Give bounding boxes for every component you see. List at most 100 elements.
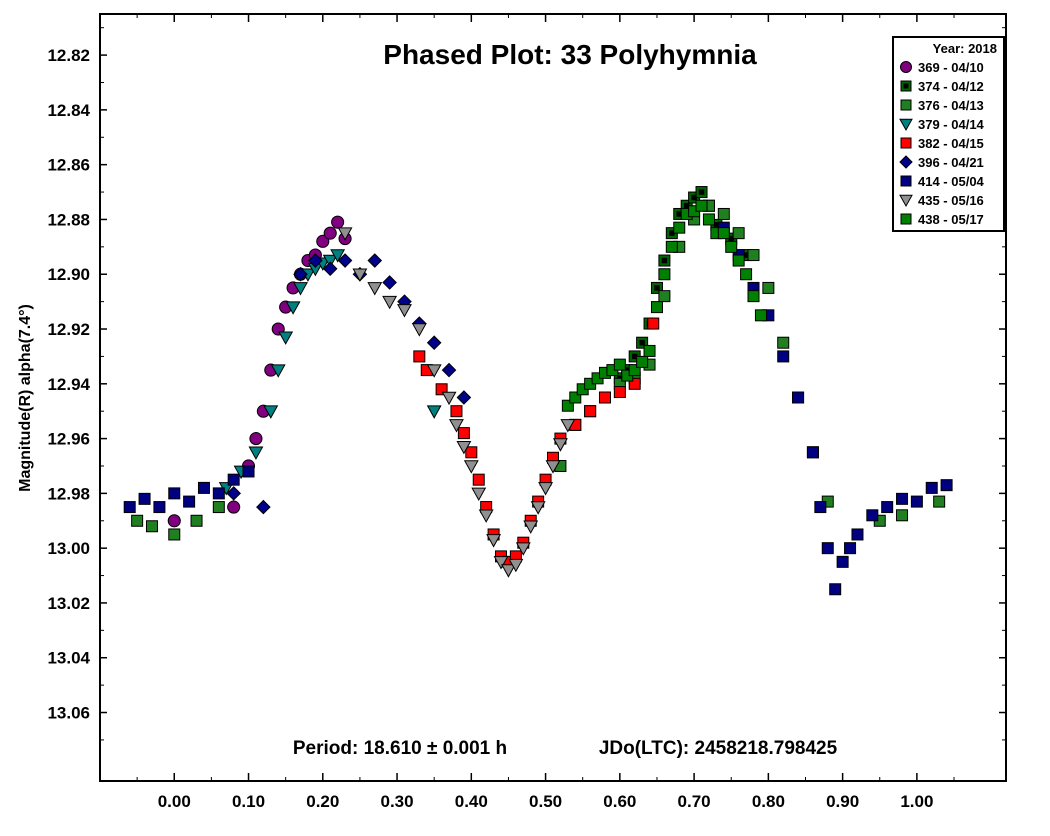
data-point-inner bbox=[683, 203, 690, 209]
data-point bbox=[493, 556, 509, 570]
data-point bbox=[256, 499, 271, 515]
x-tick-label: 0.00 bbox=[158, 792, 191, 811]
legend-marker bbox=[899, 155, 913, 169]
data-point bbox=[896, 509, 909, 522]
data-point bbox=[844, 542, 857, 555]
data-point bbox=[308, 253, 323, 268]
data-point bbox=[732, 227, 745, 240]
series-8 bbox=[337, 227, 576, 578]
period-annotation: Period: 18.610 ± 0.001 h bbox=[293, 738, 507, 759]
data-point bbox=[367, 282, 383, 296]
data-point bbox=[896, 492, 909, 505]
data-point bbox=[190, 514, 203, 527]
series-3 bbox=[131, 199, 946, 541]
y-tick-label: 12.88 bbox=[47, 210, 90, 229]
y-tick-label: 12.96 bbox=[47, 430, 90, 449]
legend-entry: 396 - 04/21 bbox=[918, 155, 984, 170]
data-point bbox=[552, 438, 568, 452]
data-point bbox=[382, 295, 398, 310]
plot-frame bbox=[99, 13, 1007, 782]
x-tick-label: 1.00 bbox=[900, 792, 933, 811]
series-6 bbox=[226, 253, 472, 515]
data-point bbox=[450, 405, 463, 418]
data-point-inner bbox=[728, 235, 734, 242]
data-point bbox=[426, 335, 442, 351]
data-point bbox=[584, 405, 597, 418]
data-point bbox=[717, 207, 730, 220]
data-point bbox=[933, 495, 946, 508]
data-point bbox=[762, 281, 775, 294]
data-point bbox=[673, 221, 686, 234]
data-point bbox=[702, 213, 715, 226]
data-point bbox=[248, 446, 264, 460]
data-point bbox=[471, 487, 487, 502]
y-tick-label: 12.98 bbox=[47, 484, 90, 503]
legend-entry: 382 - 04/15 bbox=[918, 136, 984, 151]
data-point bbox=[449, 419, 464, 433]
data-point bbox=[500, 564, 516, 578]
x-axis-ticks: 0.00 0.10 0.20 0.30 0.40 0.50 0.60 0.70 0.80 0.90… bbox=[136, 14, 955, 811]
x-tick-label: 0.20 bbox=[306, 792, 339, 811]
data-point bbox=[263, 405, 279, 419]
y-tick-label: 13.06 bbox=[47, 704, 90, 723]
data-point bbox=[545, 460, 561, 474]
data-point bbox=[560, 419, 576, 433]
data-point bbox=[569, 391, 582, 404]
data-point bbox=[695, 199, 708, 212]
legend-title: Year: 2018 bbox=[933, 41, 997, 56]
x-tick-label: 0.50 bbox=[529, 792, 562, 811]
data-point bbox=[628, 377, 641, 390]
data-point bbox=[457, 427, 470, 440]
data-point bbox=[814, 501, 827, 514]
data-point bbox=[168, 528, 181, 541]
data-point bbox=[647, 317, 660, 330]
data-point bbox=[732, 254, 745, 267]
data-point bbox=[456, 390, 472, 405]
data-point bbox=[367, 253, 383, 268]
data-point bbox=[330, 249, 346, 263]
data-point bbox=[323, 226, 337, 240]
data-point bbox=[212, 501, 225, 514]
x-tick-label: 0.70 bbox=[678, 792, 711, 811]
y-axis-label: Magnitude(R) alpha(7.4°) bbox=[17, 304, 34, 492]
data-point bbox=[131, 514, 144, 527]
data-point bbox=[792, 391, 805, 404]
data-point bbox=[316, 234, 330, 248]
data-point bbox=[613, 358, 626, 371]
y-axis-ticks: 12.82 12.84 12.86 12.88 12.90 12.92 12.94 12.96… bbox=[47, 27, 1006, 741]
data-point bbox=[777, 336, 790, 349]
data-point bbox=[270, 364, 286, 378]
data-point bbox=[227, 473, 240, 486]
data-point bbox=[851, 528, 864, 541]
data-point bbox=[153, 501, 166, 514]
data-point bbox=[881, 501, 894, 514]
data-point bbox=[138, 492, 151, 505]
data-point bbox=[426, 364, 442, 378]
y-tick-label: 12.94 bbox=[47, 375, 90, 394]
data-point bbox=[486, 534, 502, 548]
series-7 bbox=[123, 221, 953, 596]
x-tick-label: 0.40 bbox=[455, 792, 488, 811]
data-point bbox=[836, 555, 849, 568]
legend-entry: 379 - 04/14 bbox=[918, 117, 985, 132]
y-tick-label: 12.86 bbox=[47, 156, 90, 175]
data-point bbox=[530, 501, 546, 515]
legend-entry: 435 - 05/16 bbox=[918, 193, 984, 208]
data-point bbox=[658, 290, 671, 303]
legend-entry: 438 - 05/17 bbox=[918, 212, 984, 227]
data-point bbox=[538, 482, 554, 496]
data-point bbox=[613, 386, 626, 399]
data-point bbox=[866, 509, 879, 522]
data-point bbox=[382, 275, 397, 290]
data-point-inner bbox=[691, 194, 697, 201]
x-tick-label: 0.60 bbox=[603, 792, 636, 811]
data-point bbox=[293, 282, 308, 296]
data-point bbox=[643, 344, 656, 357]
data-point bbox=[628, 364, 641, 377]
data-point-inner bbox=[743, 252, 749, 258]
legend-entry: 369 - 04/10 bbox=[918, 60, 984, 75]
data-point bbox=[337, 227, 353, 241]
data-point bbox=[821, 542, 834, 555]
data-point bbox=[940, 479, 953, 492]
legend-entry: 374 - 04/12 bbox=[918, 79, 984, 94]
